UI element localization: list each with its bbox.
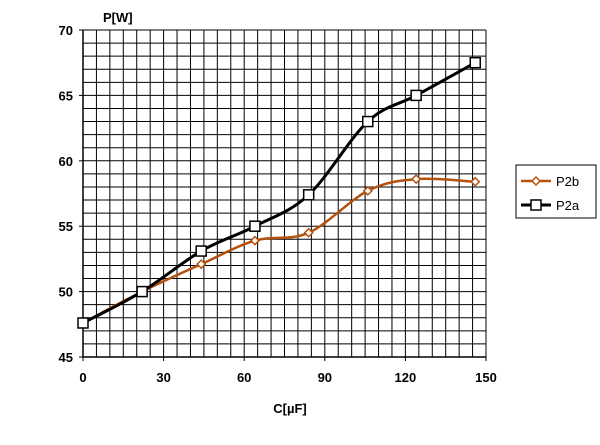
- x-tick-label: 150: [475, 370, 497, 385]
- legend-marker-p2b: [530, 175, 542, 187]
- legend-marker-p2a: [530, 199, 542, 211]
- series-line-p2a: [82, 61, 476, 325]
- data-point-p2a: [249, 220, 261, 232]
- data-point-p2b: [303, 227, 314, 238]
- y-tick-label: 60: [59, 154, 73, 169]
- data-point-p2b: [362, 185, 373, 196]
- series-lines: [82, 61, 476, 325]
- grid: [82, 29, 487, 358]
- data-point-p2a: [195, 245, 207, 257]
- legend-box: [515, 164, 597, 219]
- axes: [82, 30, 486, 358]
- y-tick-label: 70: [59, 23, 73, 38]
- data-point-p2a: [136, 285, 148, 298]
- legend: P2b P2a: [515, 164, 597, 219]
- data-point-p2a: [302, 189, 315, 201]
- data-point-p2b: [411, 174, 422, 185]
- data-point-p2a: [362, 115, 374, 128]
- x-tick-label: 30: [156, 370, 170, 385]
- x-tick-label: 90: [318, 370, 332, 385]
- x-tick-label: 60: [237, 370, 251, 385]
- data-point-p2a: [469, 56, 482, 69]
- tick-labels: 45 50 55 60 65 70 0 30 60 90 120 150: [59, 23, 497, 385]
- series-markers: [77, 56, 482, 329]
- x-tick-label: 120: [395, 370, 417, 385]
- legend-label-p2b: P2b: [556, 174, 579, 189]
- data-point-p2a: [410, 89, 422, 102]
- data-point-p2b: [196, 259, 207, 270]
- legend-label-p2a: P2a: [556, 198, 580, 213]
- x-tick-label: 0: [79, 370, 86, 385]
- y-tick-label: 45: [59, 350, 73, 365]
- y-axis-title: P[W]: [103, 10, 133, 25]
- y-tick-label: 65: [59, 88, 73, 103]
- y-tick-label: 50: [59, 285, 73, 300]
- data-point-p2b: [249, 235, 261, 246]
- data-point-p2b: [470, 176, 481, 187]
- x-axis-title: C[µF]: [273, 401, 306, 416]
- data-point-p2a: [77, 317, 89, 329]
- y-tick-label: 55: [59, 219, 73, 234]
